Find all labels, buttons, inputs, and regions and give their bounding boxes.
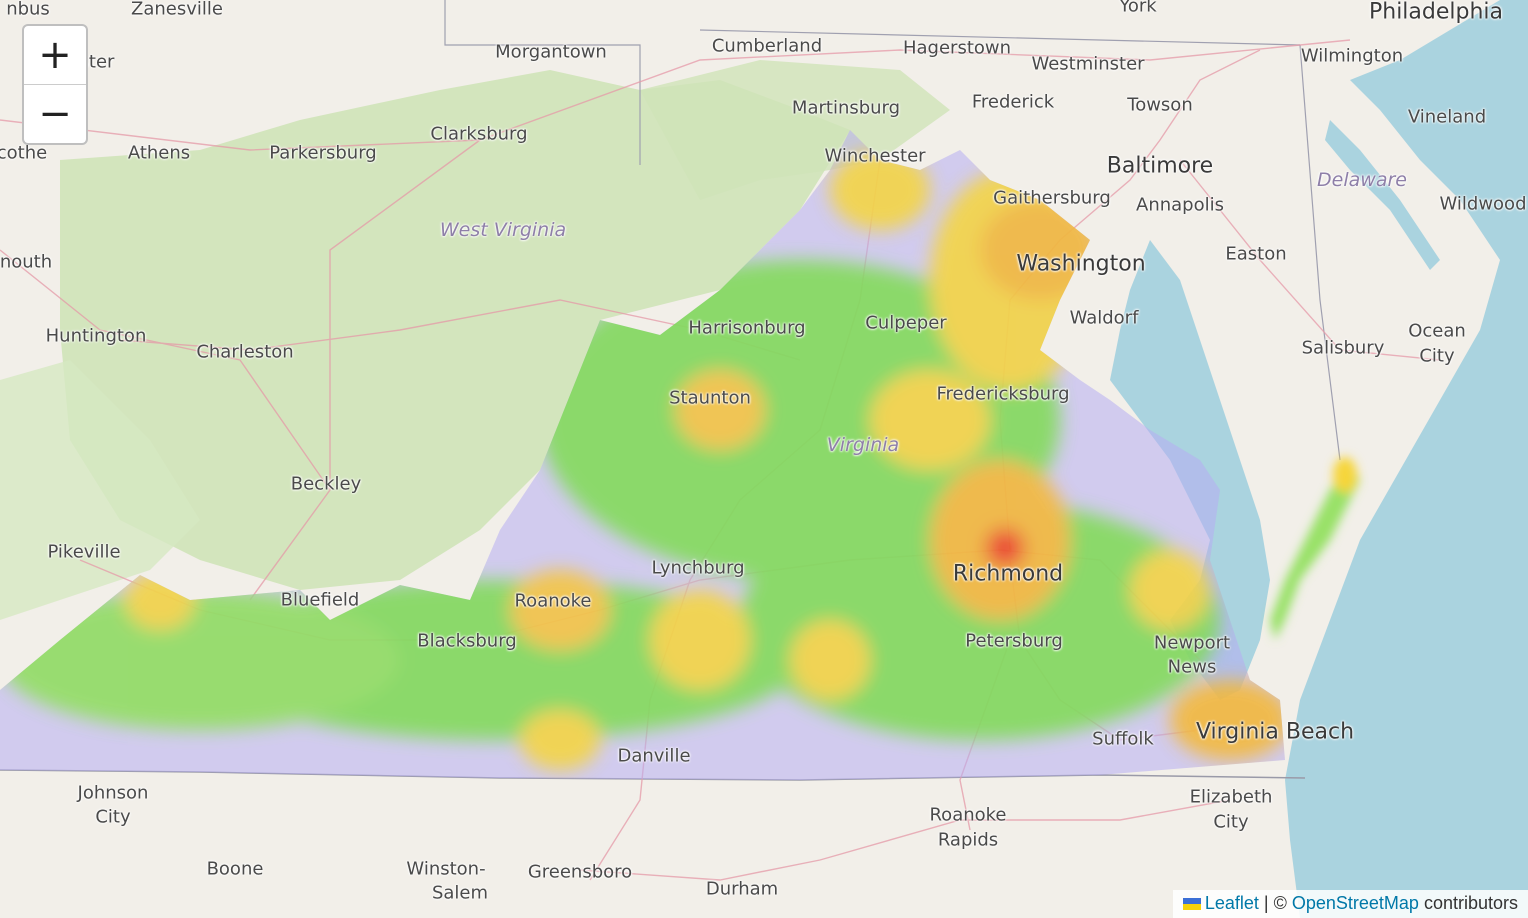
place-label: Pikeville — [47, 541, 121, 563]
place-label: Harrisonburg — [688, 317, 806, 339]
place-label: West Virginia — [439, 219, 567, 241]
zoom-in-button[interactable]: + — [24, 26, 86, 85]
place-label: Ocean — [1408, 320, 1466, 342]
place-label: York — [1119, 0, 1157, 17]
place-label: Salem — [431, 882, 489, 904]
place-label: Rapids — [937, 829, 999, 851]
place-label: Blacksburg — [417, 630, 517, 652]
place-label: Charleston — [196, 341, 294, 363]
place-label: Washington — [1016, 251, 1146, 277]
place-label: Baltimore — [1106, 153, 1214, 179]
place-label: Annapolis — [1136, 194, 1224, 216]
ukraine-flag-icon — [1182, 898, 1201, 910]
place-label: Vineland — [1407, 106, 1487, 128]
place-label: Winchester — [824, 145, 926, 167]
osm-link[interactable]: OpenStreetMap — [1291, 893, 1419, 913]
place-label: Westminster — [1031, 53, 1145, 75]
place-label: Wildwood — [1439, 193, 1527, 215]
place-label: Fredericksburg — [936, 383, 1070, 405]
place-label: Huntington — [45, 325, 147, 347]
place-label: Martinsburg — [791, 97, 901, 119]
place-label: Easton — [1225, 243, 1287, 265]
attribution-separator: | © — [1263, 893, 1287, 913]
place-label: Waldorf — [1069, 307, 1139, 329]
place-label: Petersburg — [965, 630, 1063, 652]
place-label: Virginia Beach — [1195, 719, 1355, 745]
place-label: Newport — [1153, 632, 1231, 654]
place-label: Philadelphia — [1368, 0, 1504, 25]
place-label: Suffolk — [1092, 728, 1154, 750]
place-label: Lynchburg — [651, 557, 745, 579]
place-label: Beckley — [290, 473, 362, 495]
place-label: Johnson — [77, 782, 149, 804]
place-label: nbus — [6, 0, 50, 20]
place-label: Morgantown — [495, 41, 607, 63]
place-label: City — [1419, 345, 1455, 367]
place-label: nouth — [0, 251, 53, 273]
place-label: Durham — [705, 878, 779, 900]
place-label: Culpeper — [865, 312, 947, 334]
place-label: Frederick — [971, 91, 1055, 113]
place-label: ster — [79, 51, 115, 73]
place-label: City — [95, 806, 131, 828]
place-label: Athens — [127, 142, 191, 164]
place-label: Cumberland — [711, 35, 823, 57]
place-label: Wilmington — [1300, 45, 1404, 67]
attribution-suffix: contributors — [1423, 893, 1518, 913]
place-label: Roanoke — [514, 590, 592, 612]
place-label: Winston- — [406, 858, 486, 880]
place-label: Richmond — [952, 561, 1064, 587]
place-label: Parkersburg — [269, 142, 377, 164]
place-label: Virginia — [826, 434, 900, 456]
place-label: Clarksburg — [430, 123, 528, 145]
place-label: Boone — [206, 858, 264, 880]
place-label: Delaware — [1317, 169, 1407, 191]
leaflet-link[interactable]: Leaflet — [1204, 893, 1259, 913]
place-label: Bluefield — [280, 589, 360, 611]
place-label: Elizabeth — [1189, 786, 1273, 808]
place-label: cothe — [0, 142, 48, 164]
place-label: Salisbury — [1301, 337, 1385, 359]
attribution: Leaflet | © OpenStreetMap contributors — [1172, 890, 1528, 918]
zoom-control: + − — [22, 24, 88, 145]
place-label: Zanesville — [131, 0, 223, 20]
place-label: City — [1213, 811, 1249, 833]
place-label: News — [1167, 656, 1217, 678]
place-label: Towson — [1127, 94, 1193, 116]
place-label: Staunton — [669, 387, 751, 409]
place-label: Roanoke — [929, 804, 1007, 826]
zoom-out-button[interactable]: − — [38, 91, 72, 137]
place-label: Gaithersburg — [993, 187, 1111, 209]
place-label: Danville — [617, 745, 691, 767]
place-label: Hagerstown — [902, 37, 1012, 59]
place-label: Greensboro — [527, 861, 633, 883]
